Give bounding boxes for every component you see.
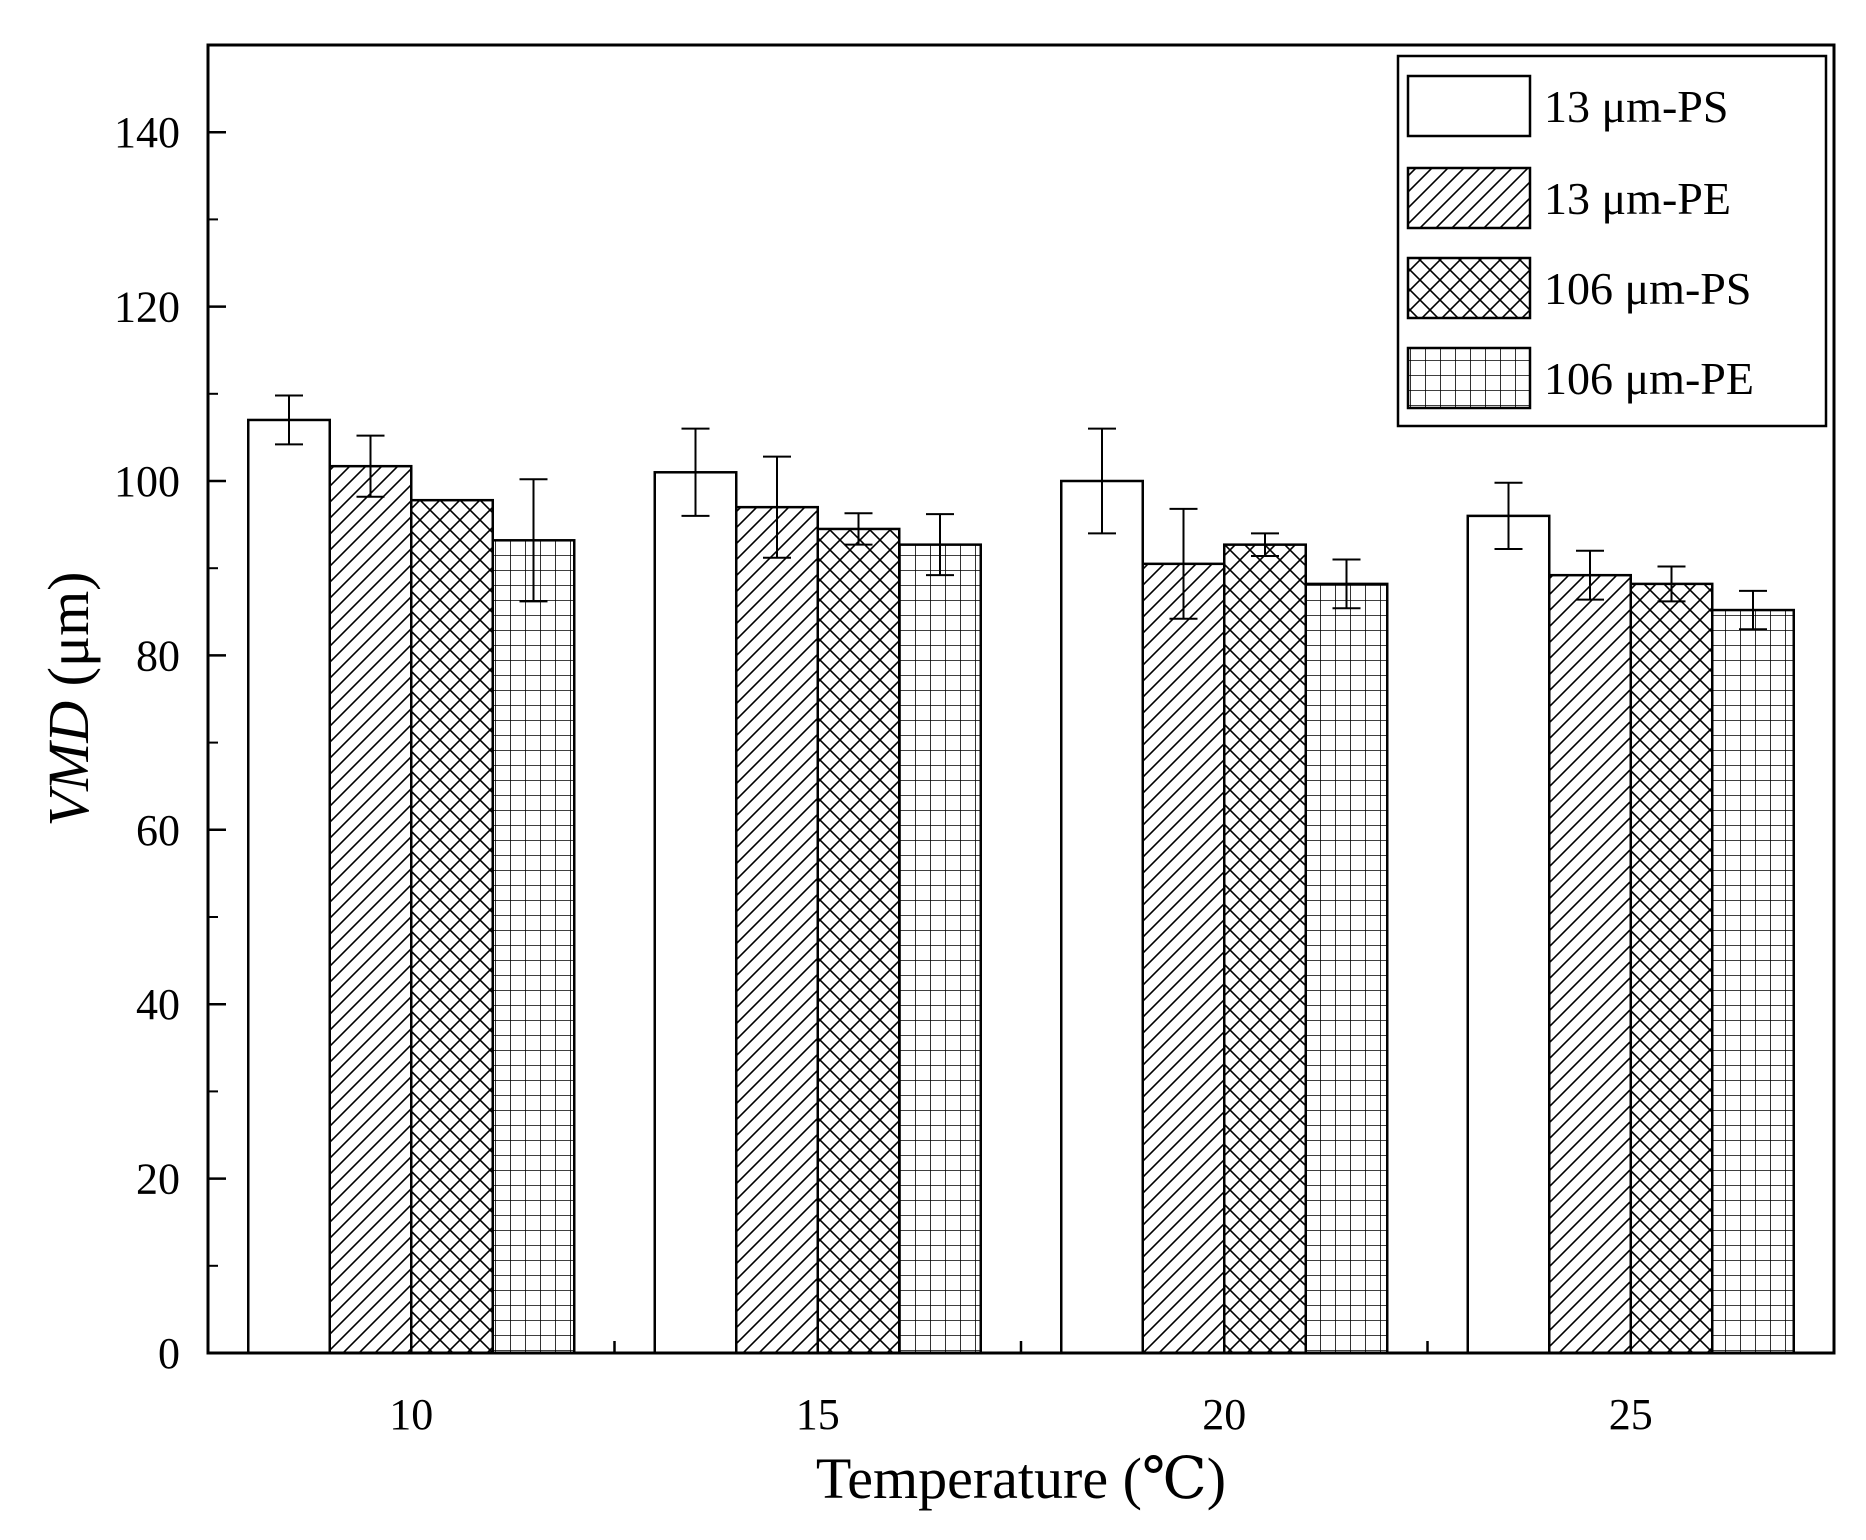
- bar: [653, 471, 738, 1355]
- y-tick-label: 0: [158, 1329, 180, 1378]
- legend-label-13um-pe: 13 μm-PE: [1544, 173, 1731, 224]
- bar: [1466, 514, 1551, 1355]
- y-tick-label: 140: [114, 108, 180, 157]
- x-tick-label: 15: [796, 1390, 840, 1439]
- y-tick-label: 100: [114, 457, 180, 506]
- bar: [410, 498, 494, 1355]
- legend-swatch-13um-ps: [1406, 74, 1532, 138]
- bar: [1060, 479, 1144, 1355]
- x-axis-title: Temperature (℃): [816, 1446, 1226, 1511]
- bar: [898, 543, 982, 1355]
- bar: [247, 418, 331, 1355]
- x-tick-label: 25: [1609, 1390, 1653, 1439]
- bar: [328, 464, 413, 1355]
- bar: [735, 505, 819, 1355]
- y-tick-label: 60: [136, 806, 180, 855]
- legend-label-106um-ps: 106 μm-PS: [1544, 263, 1751, 314]
- legend-swatch-13um-pe: [1406, 166, 1532, 230]
- legend-swatch-106um-ps: [1406, 256, 1532, 320]
- y-tick-label: 40: [136, 980, 180, 1029]
- bar: [1629, 582, 1714, 1355]
- legend-label-13um-ps: 13 μm-PS: [1544, 81, 1728, 132]
- bar: [1223, 543, 1307, 1355]
- legend: 13 μm-PS 13 μm-PE 106 μm-PS 106 μm-PE: [1396, 54, 1828, 428]
- bar: [1141, 562, 1226, 1355]
- bar: [1304, 582, 1389, 1355]
- y-tick-label: 20: [136, 1155, 180, 1204]
- y-tick-label: 80: [136, 631, 180, 680]
- bar: [1548, 573, 1632, 1355]
- y-axis-title: VMD (μm): [36, 572, 101, 827]
- bar: [491, 539, 576, 1355]
- legend-swatch-106um-pe: [1406, 346, 1532, 410]
- y-tick-label: 120: [114, 283, 180, 332]
- x-tick-label: 20: [1202, 1390, 1246, 1439]
- x-tick-label: 10: [389, 1390, 433, 1439]
- bar: [1711, 608, 1795, 1355]
- legend-label-106um-pe: 106 μm-PE: [1544, 353, 1754, 404]
- bar: [816, 527, 901, 1355]
